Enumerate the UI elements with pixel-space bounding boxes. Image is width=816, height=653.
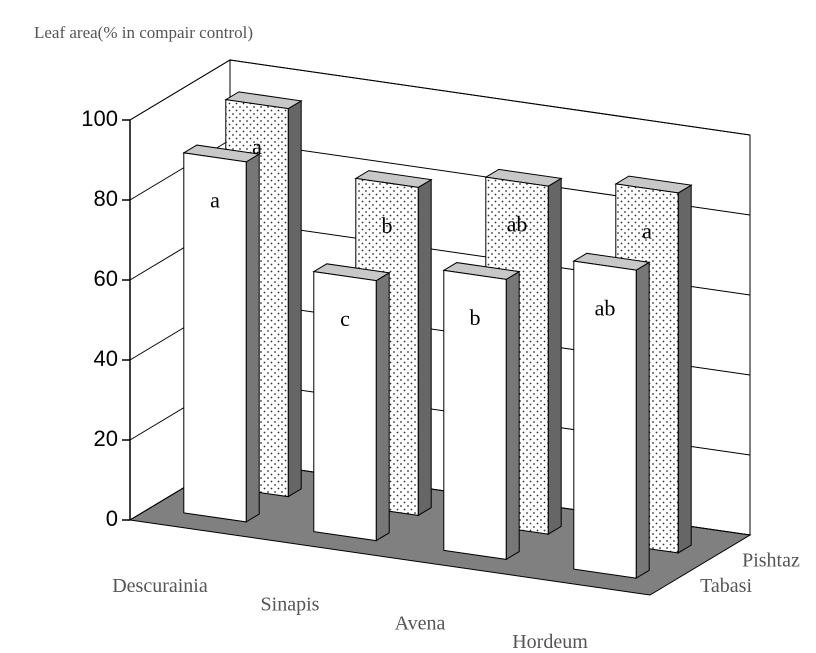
y-tick-label: 0 (106, 506, 118, 531)
bar-side (635, 261, 650, 580)
bar (183, 152, 247, 523)
bar (313, 271, 377, 542)
x-tick-label: Hordeum (512, 631, 588, 648)
bar-letter: ab (507, 212, 528, 237)
bar-letter: ab (595, 296, 616, 321)
bar-side (417, 178, 432, 517)
bar (573, 260, 637, 579)
bar-side (547, 177, 562, 536)
bar-letter: a (252, 134, 262, 159)
chart-title: Leaf area(% in compair control) (34, 23, 253, 42)
series-label: Tabasi (700, 575, 752, 597)
x-tick-label: Descurainia (112, 575, 208, 597)
x-tick-label: Sinapis (261, 594, 320, 616)
bar-side (245, 153, 260, 523)
bar-side (287, 99, 302, 498)
bar-letter: a (210, 187, 220, 212)
series-label: Pishtaz (742, 550, 800, 572)
bar-side (677, 184, 692, 554)
grid-line (129, 59, 751, 136)
bar-letter: a (642, 218, 652, 243)
y-tick-label: 60 (94, 266, 118, 291)
y-tick-label: 20 (94, 426, 118, 451)
y-tick-label: 40 (94, 346, 118, 371)
y-tick-label: 80 (94, 186, 118, 211)
x-tick-label: Avena (395, 612, 446, 634)
bar-side (375, 271, 390, 542)
bar-side (505, 270, 520, 561)
bar-letter: b (470, 305, 481, 330)
bar (443, 269, 507, 560)
y-tick-label: 100 (81, 106, 118, 131)
bar-letter: b (382, 213, 393, 238)
bar-letter: c (340, 306, 350, 331)
